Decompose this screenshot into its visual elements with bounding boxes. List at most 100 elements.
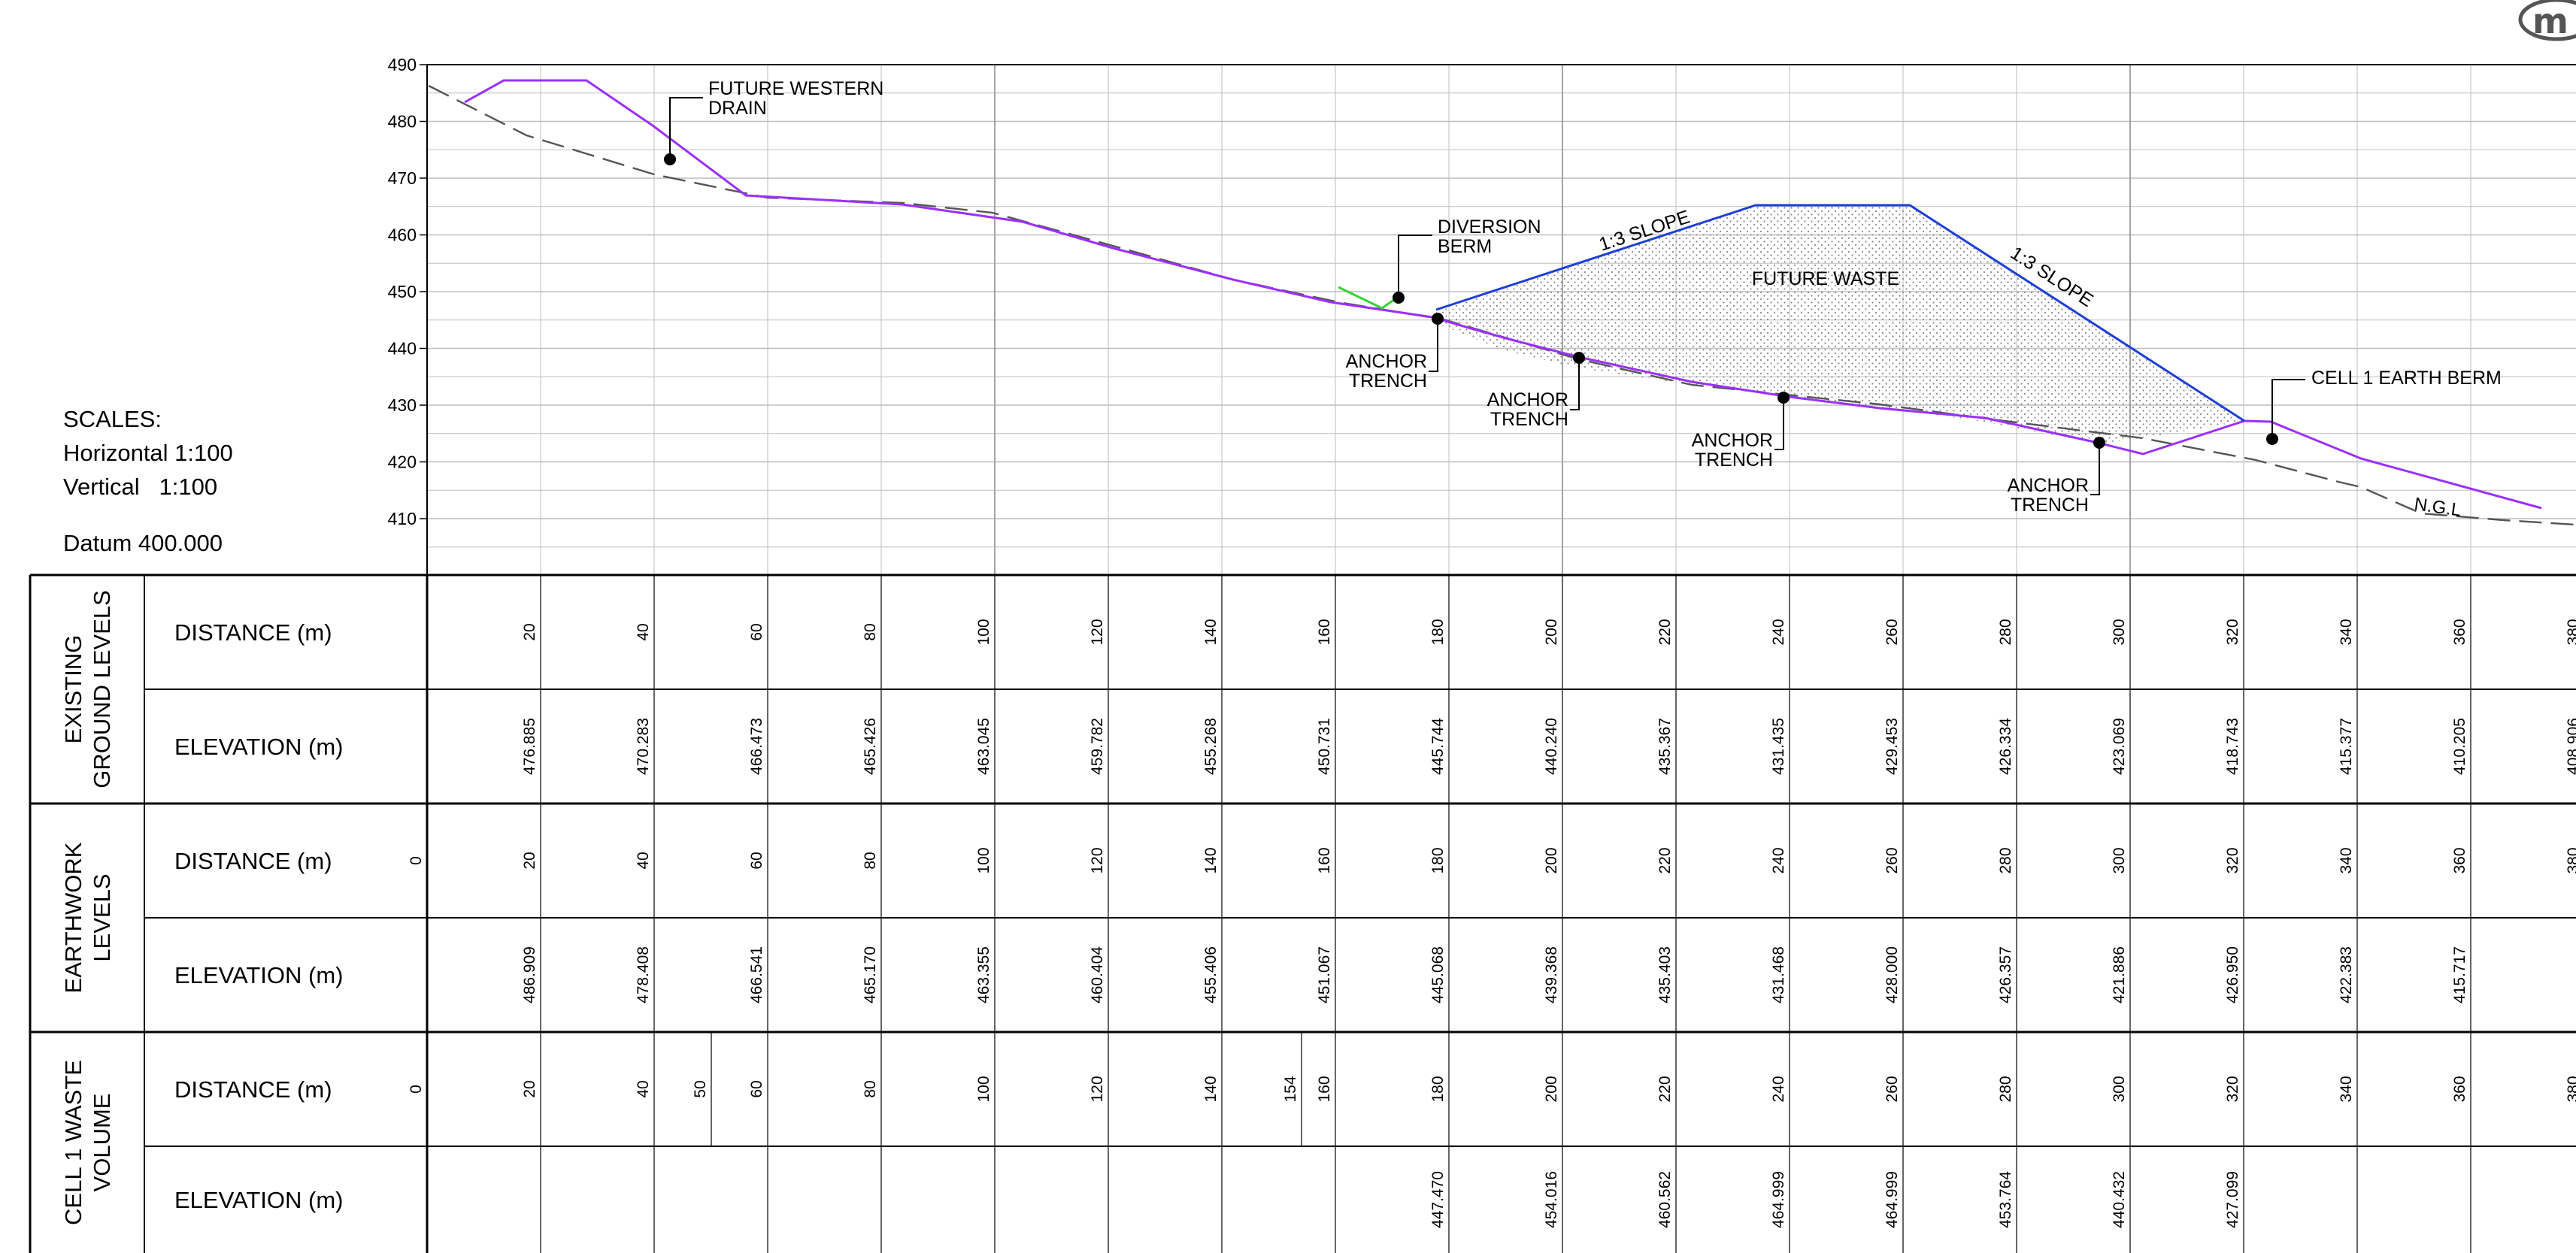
elevation-cell: 465.426 (862, 718, 879, 775)
distance-cell: 380 (2565, 619, 2576, 645)
table-group-title: LEVELS (89, 873, 115, 961)
distance-cell: 260 (1884, 1076, 1901, 1102)
row-label-elevation: ELEVATION (m) (174, 734, 343, 760)
distance-cell: 0 (408, 856, 425, 865)
distance-cell: 280 (1997, 847, 2014, 873)
elevation-cell: 460.404 (1089, 946, 1106, 1003)
diversion-excavation-line (1338, 286, 1398, 310)
distance-cell: 340 (2338, 847, 2355, 873)
table-group-title: VOLUME (89, 1094, 115, 1192)
axis-tick-label: 450 (388, 282, 417, 301)
elevation-cell: 428.000 (1884, 946, 1901, 1003)
elevation-cell: 486.909 (521, 946, 538, 1003)
elevation-cell: 453.764 (1997, 1171, 2014, 1228)
distance-cell: 120 (1089, 619, 1106, 645)
distance-cell: 100 (975, 847, 993, 873)
datum-label: Datum 400.000 (63, 529, 223, 556)
distance-cell: 120 (1089, 847, 1106, 873)
elevation-cell: 451.067 (1316, 946, 1333, 1003)
label-anchor-trench-1a: ANCHOR (1346, 351, 1427, 372)
distance-cell: 180 (1429, 1076, 1447, 1102)
leader-lines (669, 97, 2305, 495)
elevation-cell: 429.453 (1884, 718, 1901, 775)
distance-cell: 380 (2565, 847, 2576, 873)
distance-cell: 280 (1997, 619, 2014, 645)
elevation-cell: 470.283 (635, 718, 652, 775)
distance-cell: 200 (1543, 1076, 1560, 1102)
distance-cell: 40 (635, 852, 652, 869)
elevation-cell: 464.999 (1884, 1171, 1901, 1228)
distance-cell: 20 (521, 852, 538, 869)
distance-cell: 320 (2224, 619, 2241, 645)
elevation-cell: 463.355 (975, 946, 993, 1003)
label-ngl: N.G.L (2413, 494, 2462, 520)
elevation-cell: 455.268 (1202, 718, 1220, 775)
elevation-cell: 454.016 (1543, 1171, 1560, 1228)
elevation-cell: 440.240 (1543, 718, 1560, 775)
axis-tick-label: 410 (388, 509, 417, 528)
elevation-cell: 445.068 (1429, 946, 1447, 1003)
label-anchor-trench-3b: TRENCH (1695, 449, 1773, 471)
distance-cell: 40 (635, 1080, 652, 1097)
distance-cell: 300 (2111, 619, 2128, 645)
label-future-western-drain-1: FUTURE WESTERN (708, 78, 883, 99)
elevation-cell: 435.403 (1656, 946, 1674, 1003)
elevation-cell: 415.377 (2338, 718, 2355, 775)
elevation-cell: 464.999 (1770, 1171, 1787, 1228)
elevation-cell: 440.432 (2111, 1171, 2128, 1228)
row-label-elevation: ELEVATION (m) (174, 1187, 343, 1213)
logo-text: m (2532, 1, 2568, 41)
distance-cell: 240 (1770, 1076, 1787, 1102)
distance-cell: 280 (1997, 1076, 2014, 1102)
distance-cell: 220 (1656, 619, 1674, 645)
data-table: EXISTING GROUND LEVELS DISTANCE (m) ELEVATI… (29, 574, 2576, 1253)
elevation-cell: 465.170 (862, 946, 879, 1003)
distance-cell: 340 (2338, 1076, 2355, 1102)
axis-tick-label: 430 (388, 395, 417, 415)
elevation-cell: 415.717 (2451, 946, 2468, 1003)
row-label-distance: DISTANCE (m) (174, 848, 332, 874)
table-group-title: EXISTING (60, 635, 86, 744)
table-group-title: EARTHWORK (60, 842, 86, 993)
elevation-cell: 431.435 (1770, 718, 1787, 775)
distance-cell: 20 (521, 1080, 538, 1097)
distance-cell: 180 (1429, 619, 1447, 645)
label-diversion-berm-2: BERM (1438, 236, 1492, 257)
label-diversion-berm-1: DIVERSION (1438, 216, 1541, 238)
elevation-cell: 427.099 (2224, 1171, 2241, 1228)
elevation-cell: 460.562 (1656, 1171, 1674, 1228)
distance-cell: 300 (2111, 1076, 2128, 1102)
distance-cell: 260 (1884, 847, 1901, 873)
elevation-cell: 426.357 (1997, 946, 2014, 1003)
elevation-cell: 466.541 (748, 946, 765, 1003)
distance-cell: 300 (2111, 847, 2128, 873)
distance-cell: 200 (1543, 619, 1560, 645)
distance-cell: 380 (2565, 1076, 2576, 1102)
distance-cell: 20 (521, 623, 538, 640)
elevation-cell: 476.885 (521, 718, 538, 775)
distance-cell: 240 (1770, 619, 1787, 645)
elevation-cell: 418.743 (2224, 718, 2241, 775)
axis-tick-label: 480 (388, 112, 417, 132)
label-future-western-drain-2: DRAIN (708, 98, 767, 119)
distance-cell: 140 (1202, 619, 1220, 645)
scale-horizontal: Horizontal 1:100 (63, 439, 233, 466)
elevation-cell: 439.368 (1543, 946, 1560, 1003)
elevation-cell: 421.886 (2111, 946, 2128, 1003)
profile-grid: 490 480 470 460 450 440 430 420 410 (388, 55, 2576, 575)
elevation-cell: 410.205 (2451, 718, 2468, 775)
table-group-title: GROUND LEVELS (89, 590, 115, 788)
distance-cell: 360 (2451, 619, 2468, 645)
distance-cell: 340 (2338, 619, 2355, 645)
distance-cell: 40 (635, 623, 652, 640)
distance-cell: 80 (862, 1080, 879, 1097)
distance-cell: 320 (2224, 1076, 2241, 1102)
distance-cell: 160 (1316, 1076, 1333, 1102)
table-group-title: CELL 1 WASTE (60, 1060, 86, 1225)
label-anchor-trench-1b: TRENCH (1349, 371, 1427, 392)
axis-tick-label: 490 (388, 55, 417, 74)
label-anchor-trench-2a: ANCHOR (1487, 389, 1568, 410)
earthwork-line (464, 79, 2542, 510)
distance-cell: 50 (692, 1080, 709, 1097)
distance-cell: 360 (2451, 847, 2468, 873)
